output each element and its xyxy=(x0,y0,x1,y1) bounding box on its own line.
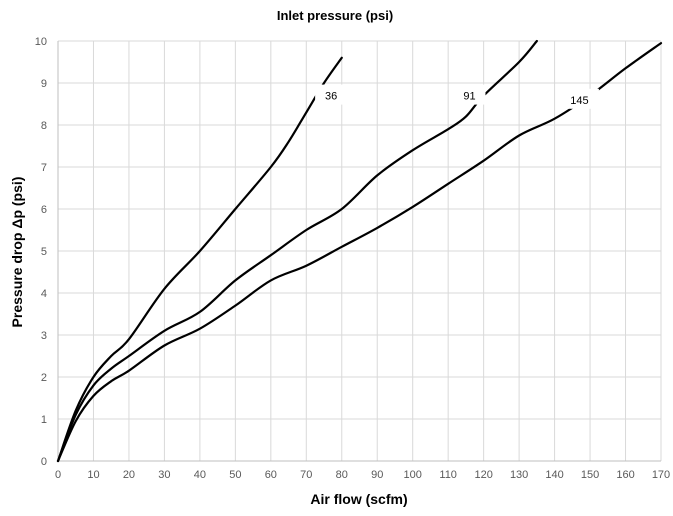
x-tick-label: 80 xyxy=(336,469,348,481)
series-line-36 xyxy=(56,56,343,463)
y-tick-label: 4 xyxy=(41,288,47,300)
x-tick-label: 40 xyxy=(194,469,206,481)
y-tick-label: 1 xyxy=(41,414,47,426)
series-label-36: 36 xyxy=(325,91,337,103)
series-label-background xyxy=(453,84,486,105)
x-tick-label: 60 xyxy=(265,469,277,481)
series-label-background xyxy=(315,84,348,105)
grid xyxy=(58,40,662,461)
x-tick-label: 110 xyxy=(439,469,457,481)
x-tick-label: 160 xyxy=(616,469,634,481)
series-line-91 xyxy=(56,39,538,463)
y-tick-label: 5 xyxy=(41,246,47,258)
x-axis-title: Air flow (scfm) xyxy=(310,491,407,507)
series-label-background xyxy=(559,88,599,109)
y-axis-title: Pressure drop Δp (psi) xyxy=(9,177,25,328)
x-tick-label: 50 xyxy=(229,469,241,481)
y-tick-label: 6 xyxy=(41,204,47,216)
series-labels: 36 91 145 xyxy=(315,84,599,109)
y-tick-label: 0 xyxy=(41,456,47,468)
axes: 0 10 20 30 40 50 60 70 80 90 100 110 120 130 140 150 160… xyxy=(35,36,670,481)
series-lines xyxy=(56,39,663,463)
x-tick-label: 30 xyxy=(158,469,170,481)
y-tick-label: 7 xyxy=(41,162,47,174)
x-tick-label: 10 xyxy=(87,469,99,481)
y-tick-label: 2 xyxy=(41,372,47,384)
x-tick-label: 70 xyxy=(300,469,312,481)
series-label-91: 91 xyxy=(463,91,475,103)
series-label-145: 145 xyxy=(570,95,588,107)
y-tick-label: 9 xyxy=(41,78,47,90)
x-tick-label: 0 xyxy=(55,469,61,481)
x-tick-label: 140 xyxy=(545,469,563,481)
x-tick-label: 130 xyxy=(510,469,528,481)
x-tick-label: 170 xyxy=(652,469,670,481)
y-tick-label: 8 xyxy=(41,120,47,132)
x-tick-label: 120 xyxy=(474,469,492,481)
x-tick-label: 100 xyxy=(404,469,422,481)
series-line-145 xyxy=(56,42,663,463)
chart-title: Inlet pressure (psi) xyxy=(277,8,393,23)
x-tick-label: 90 xyxy=(371,469,383,481)
y-tick-label: 3 xyxy=(41,330,47,342)
x-tick-label: 150 xyxy=(581,469,599,481)
x-tick-label: 20 xyxy=(123,469,135,481)
y-tick-label: 10 xyxy=(35,36,47,48)
